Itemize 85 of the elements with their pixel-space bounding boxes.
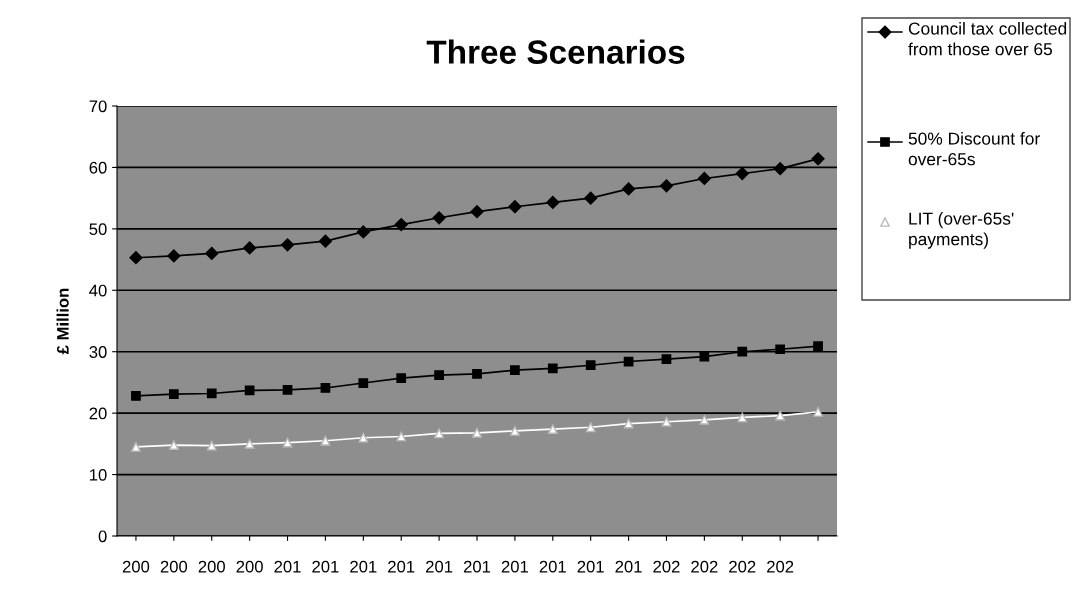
point bbox=[472, 427, 482, 438]
point bbox=[623, 418, 634, 429]
point bbox=[396, 431, 407, 442]
x-tick-label: 201 bbox=[274, 560, 301, 573]
point bbox=[813, 341, 823, 352]
x-tick-label: 201 bbox=[463, 560, 491, 573]
y-tick-label: 20 bbox=[89, 407, 107, 420]
point bbox=[661, 416, 672, 427]
point bbox=[129, 251, 143, 265]
point bbox=[585, 360, 596, 371]
point bbox=[131, 442, 141, 452]
point bbox=[320, 435, 331, 446]
x-tick-label: 200 bbox=[198, 560, 225, 573]
point bbox=[168, 389, 179, 399]
x-tick-label: 200 bbox=[160, 560, 188, 573]
point bbox=[394, 217, 408, 232]
point bbox=[358, 378, 369, 388]
legend-label: Council tax collected from those over 65 bbox=[908, 22, 1067, 56]
x-tick-label: 201 bbox=[426, 560, 453, 573]
x-tick-label: 200 bbox=[122, 560, 150, 573]
point bbox=[773, 162, 787, 176]
x-tick-label: 201 bbox=[577, 560, 604, 573]
point bbox=[659, 179, 674, 193]
point bbox=[167, 249, 181, 263]
point bbox=[434, 370, 444, 380]
point bbox=[472, 368, 482, 379]
point bbox=[661, 354, 672, 364]
point bbox=[547, 363, 558, 374]
point bbox=[775, 344, 786, 355]
point bbox=[205, 246, 219, 261]
point bbox=[206, 440, 217, 451]
x-tick-label: 201 bbox=[501, 560, 528, 573]
point bbox=[320, 383, 331, 393]
point bbox=[735, 166, 749, 181]
point bbox=[621, 182, 636, 196]
point bbox=[737, 412, 748, 423]
y-tick-label: 40 bbox=[89, 284, 107, 297]
y-axis-title: £ Million bbox=[56, 288, 69, 355]
point bbox=[737, 346, 748, 357]
x-tick-label: 201 bbox=[388, 560, 415, 573]
chart-title: Three Scenarios bbox=[426, 39, 685, 64]
point bbox=[244, 438, 255, 449]
x-tick-label: 201 bbox=[350, 560, 377, 573]
point bbox=[775, 410, 786, 421]
point bbox=[356, 225, 370, 239]
point bbox=[510, 426, 520, 436]
legend-label: 50% Discount for over-65s bbox=[908, 132, 1040, 166]
point bbox=[168, 440, 179, 450]
point bbox=[432, 211, 446, 225]
point bbox=[697, 171, 711, 186]
point bbox=[813, 407, 823, 417]
x-tick-label: 201 bbox=[539, 560, 566, 573]
y-tick-label: 70 bbox=[89, 100, 107, 113]
y-tick-label: 0 bbox=[98, 530, 107, 543]
point bbox=[434, 428, 444, 439]
y-tick-label: 30 bbox=[89, 346, 107, 358]
y-tick-label: 60 bbox=[89, 161, 107, 174]
point bbox=[585, 422, 596, 433]
point bbox=[243, 241, 257, 255]
point bbox=[206, 388, 217, 399]
point bbox=[547, 424, 558, 434]
x-tick-label: 200 bbox=[236, 560, 263, 573]
legend-label: LIT (over-65s' payments) bbox=[909, 212, 1014, 249]
y-tick-label: 50 bbox=[89, 223, 107, 236]
point bbox=[508, 200, 522, 214]
point bbox=[396, 373, 407, 383]
point bbox=[510, 365, 520, 376]
y-tick-label: 10 bbox=[90, 468, 107, 481]
point bbox=[282, 437, 293, 448]
point bbox=[358, 432, 369, 443]
x-tick-label: 202 bbox=[767, 560, 794, 573]
x-tick-label: 202 bbox=[691, 560, 718, 573]
point bbox=[584, 191, 598, 205]
point bbox=[282, 384, 293, 395]
point bbox=[318, 234, 333, 248]
point bbox=[699, 415, 710, 425]
x-tick-label: 202 bbox=[729, 560, 756, 573]
point bbox=[470, 205, 484, 219]
point bbox=[811, 152, 825, 166]
x-tick-label: 201 bbox=[615, 560, 642, 573]
point bbox=[546, 195, 560, 210]
point bbox=[280, 238, 295, 252]
point bbox=[131, 391, 141, 401]
x-tick-label: 202 bbox=[653, 560, 680, 573]
x-tick-label: 201 bbox=[312, 560, 339, 573]
